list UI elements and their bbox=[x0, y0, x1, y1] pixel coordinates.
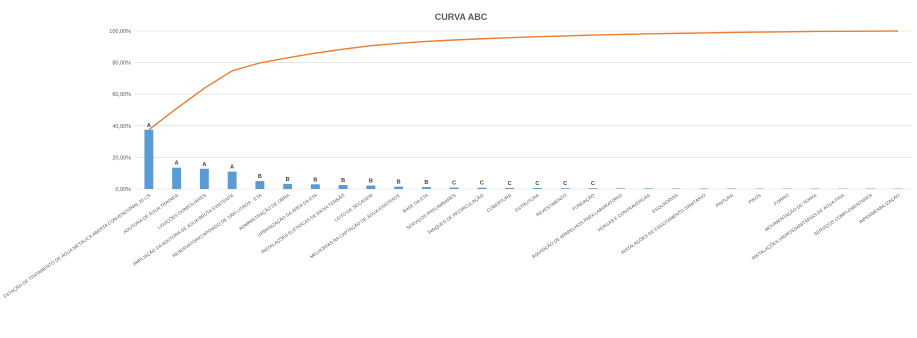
x-tick-label: LIGAÇÕES DOMICILIARES bbox=[156, 192, 207, 230]
x-tick-label: ESTRUTURA bbox=[514, 192, 541, 213]
data-label: A bbox=[175, 161, 179, 167]
x-tick-label: TANQUES DE RECIRCULAÇÃO bbox=[426, 192, 485, 236]
y-tick-label: 40,00% bbox=[112, 124, 131, 130]
y-tick-label: 100,00% bbox=[109, 29, 131, 35]
bar bbox=[199, 168, 209, 189]
bar bbox=[227, 171, 237, 189]
x-tick-label: PINTURA bbox=[715, 192, 735, 208]
bar bbox=[172, 167, 182, 189]
x-tick-label: FORRO bbox=[773, 192, 790, 206]
bar bbox=[421, 187, 431, 189]
data-label: B bbox=[424, 180, 428, 186]
y-tick-label: 20,00% bbox=[112, 155, 131, 161]
data-label: B bbox=[286, 177, 290, 183]
cumulative-line-series bbox=[148, 30, 899, 131]
y-axis-ticks: 0,00% 20,00% 40,00% 60,00% 80,00% 100,00% bbox=[109, 29, 131, 193]
x-tick-label: MOVIMENTAÇÃO DE TERRA bbox=[763, 191, 818, 232]
x-tick-label: SERVIÇOS PRELIMINARES bbox=[405, 193, 456, 231]
bar bbox=[560, 188, 570, 189]
data-label: C bbox=[452, 181, 456, 187]
data-label: C bbox=[480, 181, 484, 187]
gridlines bbox=[135, 30, 912, 190]
x-tick-label: BASE DA ETA bbox=[402, 192, 430, 214]
data-label: C bbox=[591, 181, 595, 187]
bar bbox=[338, 185, 348, 189]
bar bbox=[144, 129, 154, 189]
y-tick-label: 0,00% bbox=[115, 187, 131, 193]
chart-title: CURVA ABC bbox=[435, 12, 488, 22]
bar bbox=[532, 188, 542, 189]
x-axis-ticks: ESTAÇÃO DE TRATAMENTO DE ÁGUA METÁLICA A… bbox=[2, 191, 901, 299]
bar bbox=[643, 188, 653, 189]
x-tick-label: ESQUADRIAS bbox=[651, 193, 679, 214]
x-tick-label: SERVIÇOS COMPLEMENTARES bbox=[813, 193, 873, 237]
data-label: C bbox=[535, 181, 539, 187]
data-label: B bbox=[313, 177, 317, 183]
x-tick-label: ADUTORA DE ÁGUA TRATADA bbox=[122, 191, 180, 234]
data-label: A bbox=[202, 162, 206, 168]
bar bbox=[477, 187, 487, 189]
x-tick-label: REVESTIMENTO bbox=[535, 192, 568, 217]
x-tick-label: VERGAS E CONTRAVERGAS bbox=[596, 193, 650, 233]
bar bbox=[588, 188, 598, 189]
x-tick-label: FUNDAÇÃO bbox=[571, 192, 596, 212]
bar bbox=[366, 185, 376, 189]
bar bbox=[616, 188, 626, 189]
data-label: C bbox=[563, 181, 567, 187]
data-labels: A A A A B B B B B B B C C C C C C bbox=[147, 123, 595, 187]
y-tick-label: 80,00% bbox=[112, 61, 131, 67]
data-label: B bbox=[258, 174, 262, 180]
data-label: B bbox=[369, 179, 373, 185]
bar bbox=[449, 187, 459, 189]
x-tick-label: INSTALAÇÕES HIDROSSANITÁRIAS DE ÁGUA FRI… bbox=[750, 191, 846, 261]
y-tick-label: 60,00% bbox=[112, 92, 131, 98]
cumulative-line bbox=[148, 30, 899, 131]
data-label: A bbox=[147, 123, 151, 129]
data-label: A bbox=[230, 165, 234, 171]
x-tick-label: COBERTURA bbox=[486, 192, 513, 213]
x-tick-label: PISOS bbox=[748, 193, 762, 205]
x-tick-label: ESTAÇÃO DE TRATAMENTO DE ÁGUA METÁLICA A… bbox=[2, 192, 151, 299]
x-tick-label: ADMINISTRAÇÃO DE OBRA bbox=[237, 191, 291, 231]
x-tick-label: MELHORIAS NA CAPTAÇÃO DE ÁGUA EXISTENTE bbox=[308, 192, 401, 260]
data-label: C bbox=[508, 181, 512, 187]
bar-series bbox=[144, 129, 903, 189]
x-tick-label: AMPLIAÇÃO DA ADUTORA DE ÁGUA BRUTA EXIST… bbox=[131, 192, 234, 267]
bar bbox=[255, 181, 265, 189]
data-label: B bbox=[397, 180, 401, 186]
bar bbox=[505, 187, 515, 189]
data-label: B bbox=[341, 178, 345, 184]
bar bbox=[310, 184, 320, 189]
bar bbox=[283, 183, 293, 189]
bar bbox=[394, 186, 404, 189]
